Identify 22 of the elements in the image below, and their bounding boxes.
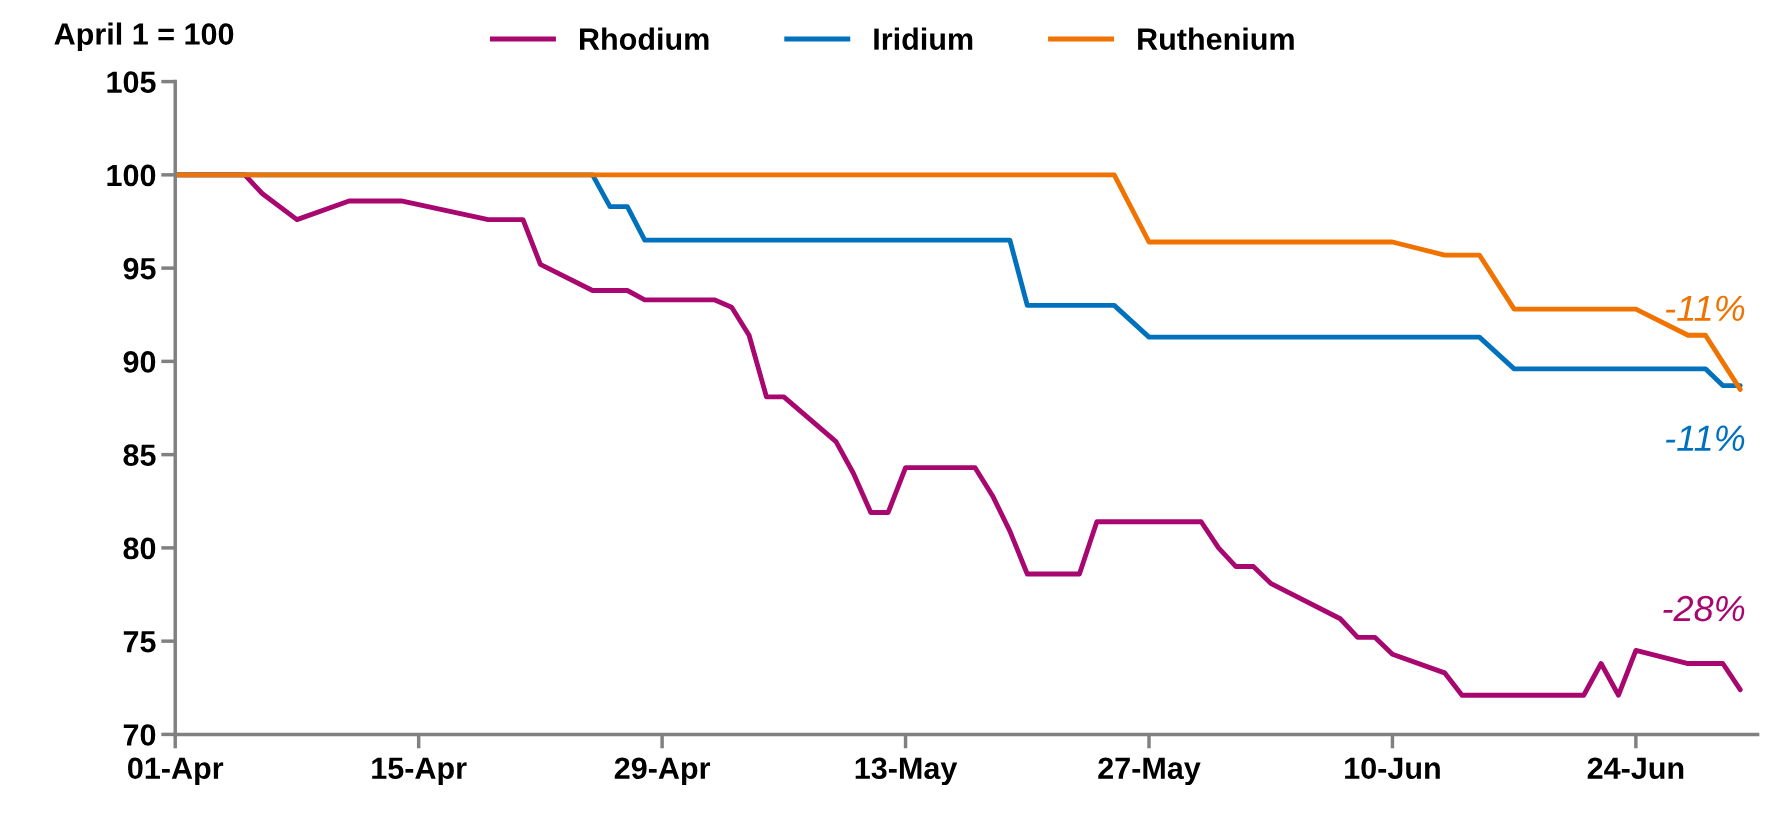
y-tick-label: 85: [123, 444, 156, 466]
y-tick-label: 90: [123, 351, 156, 373]
x-tick-label: 13-May: [855, 757, 958, 786]
annotation: -28%: [1663, 595, 1745, 622]
legend-label: Iridium: [874, 27, 973, 50]
y-tick-label: 70: [123, 724, 156, 746]
y-tick-label: 80: [123, 537, 156, 560]
annotation: -11%: [1665, 425, 1745, 451]
y-axis-title: April 1 = 100: [54, 22, 234, 51]
x-tick-label: 10-Jun: [1345, 757, 1440, 780]
annotation: -11%: [1665, 295, 1745, 321]
legend-label: Rhodium: [579, 27, 709, 50]
x-tick-label: 15-Apr: [372, 757, 467, 786]
y-tick-label: 75: [123, 631, 156, 653]
x-tick-label: 24-Jun: [1587, 757, 1684, 780]
y-tick-label: 100: [107, 164, 156, 187]
legend-label: Ruthenium: [1138, 27, 1294, 50]
x-tick-label: 27-May: [1098, 757, 1201, 786]
x-tick-label: 01-Apr: [128, 757, 224, 786]
y-tick-label: 105: [107, 71, 156, 93]
x-tick-label: 29-Apr: [614, 757, 711, 786]
y-tick-label: 95: [123, 257, 156, 280]
